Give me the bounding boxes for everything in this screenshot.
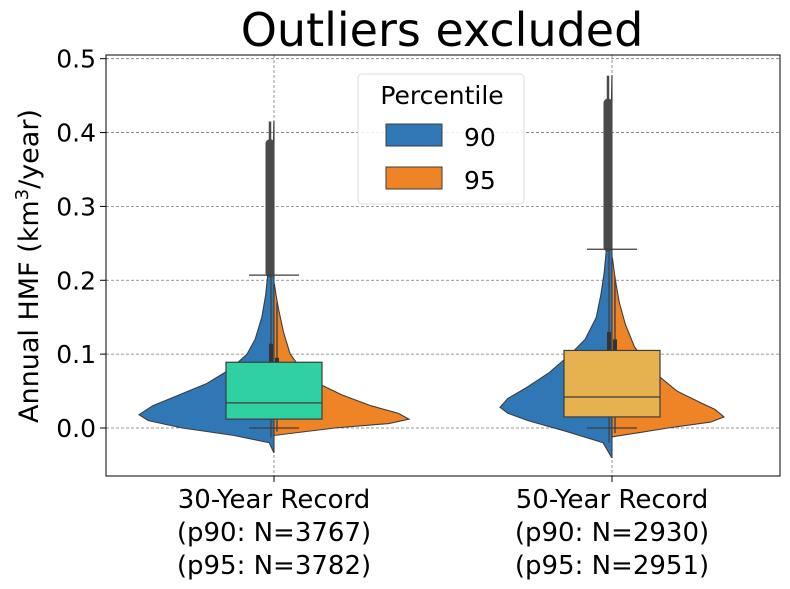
x-tick-label: 50-Year Record [516, 485, 709, 515]
legend: Percentile 90 95 [357, 73, 525, 205]
chart-title: Outliers excluded [241, 3, 644, 57]
y-tick-label: 0.5 [56, 45, 96, 74]
y-axis-label: Annual HMF (km3/year) [12, 109, 45, 423]
y-axis-label-tail: /year) [14, 109, 45, 189]
y-tick-label: 0.0 [56, 414, 96, 443]
legend-label-95: 95 [464, 166, 496, 195]
y-tick-label: 0.3 [56, 192, 96, 221]
plot-frame [105, 54, 781, 477]
box-iqr [225, 361, 323, 420]
y-axis-label-main: Annual HMF (km [14, 200, 45, 423]
y-tick-label: 0.4 [56, 119, 96, 148]
legend-swatch-90 [385, 123, 443, 147]
box-layer [225, 248, 661, 429]
y-axis-label-superscript: 3 [12, 189, 33, 200]
x-axis: 30-Year Record(p90: N=3767)(p95: N=3782)… [177, 476, 709, 581]
y-axis: 0.0 0.1 0.2 0.3 0.4 0.5 [56, 45, 106, 443]
legend-label-90: 90 [464, 123, 496, 152]
x-tick-label: (p90: N=2930) [515, 518, 709, 548]
x-tick-label: (p95: N=3782) [177, 551, 371, 581]
y-tick-label: 0.2 [56, 266, 96, 295]
y-tick-label: 0.1 [56, 340, 96, 369]
legend-swatch-95 [385, 166, 443, 190]
x-tick-label: 30-Year Record [178, 485, 371, 515]
legend-title: Percentile [380, 81, 503, 110]
box-iqr [563, 349, 661, 418]
x-tick-label: (p90: N=3767) [177, 518, 371, 548]
x-tick-label: (p95: N=2951) [515, 551, 709, 581]
